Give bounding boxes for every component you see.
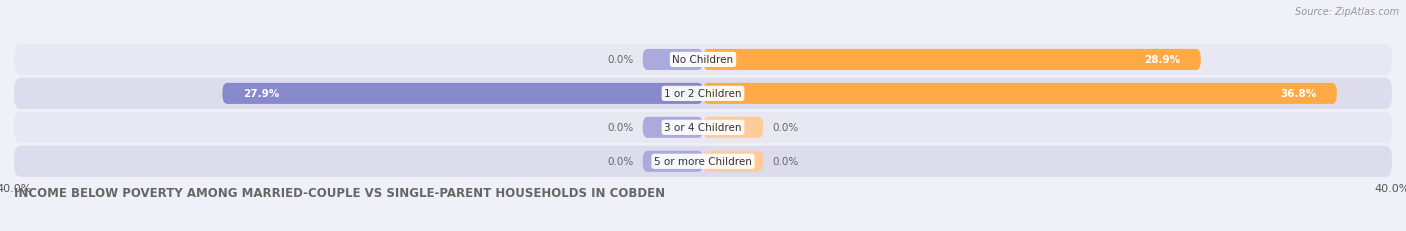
FancyBboxPatch shape	[703, 151, 763, 172]
Text: 28.9%: 28.9%	[1144, 55, 1180, 65]
Text: 36.8%: 36.8%	[1279, 89, 1316, 99]
Text: 0.0%: 0.0%	[607, 55, 634, 65]
FancyBboxPatch shape	[14, 146, 1392, 177]
Text: 0.0%: 0.0%	[772, 123, 799, 133]
Text: 0.0%: 0.0%	[607, 123, 634, 133]
Text: Source: ZipAtlas.com: Source: ZipAtlas.com	[1295, 7, 1399, 17]
Text: 27.9%: 27.9%	[243, 89, 280, 99]
FancyBboxPatch shape	[703, 50, 1201, 71]
FancyBboxPatch shape	[643, 50, 703, 71]
FancyBboxPatch shape	[14, 112, 1392, 143]
Text: 0.0%: 0.0%	[607, 157, 634, 167]
FancyBboxPatch shape	[703, 117, 763, 138]
Text: No Children: No Children	[672, 55, 734, 65]
Text: 3 or 4 Children: 3 or 4 Children	[664, 123, 742, 133]
Text: 1 or 2 Children: 1 or 2 Children	[664, 89, 742, 99]
FancyBboxPatch shape	[703, 83, 1337, 104]
Text: 5 or more Children: 5 or more Children	[654, 157, 752, 167]
FancyBboxPatch shape	[643, 151, 703, 172]
Text: INCOME BELOW POVERTY AMONG MARRIED-COUPLE VS SINGLE-PARENT HOUSEHOLDS IN COBDEN: INCOME BELOW POVERTY AMONG MARRIED-COUPL…	[14, 186, 665, 199]
FancyBboxPatch shape	[14, 45, 1392, 76]
FancyBboxPatch shape	[643, 117, 703, 138]
FancyBboxPatch shape	[14, 79, 1392, 109]
FancyBboxPatch shape	[222, 83, 703, 104]
Text: 0.0%: 0.0%	[772, 157, 799, 167]
